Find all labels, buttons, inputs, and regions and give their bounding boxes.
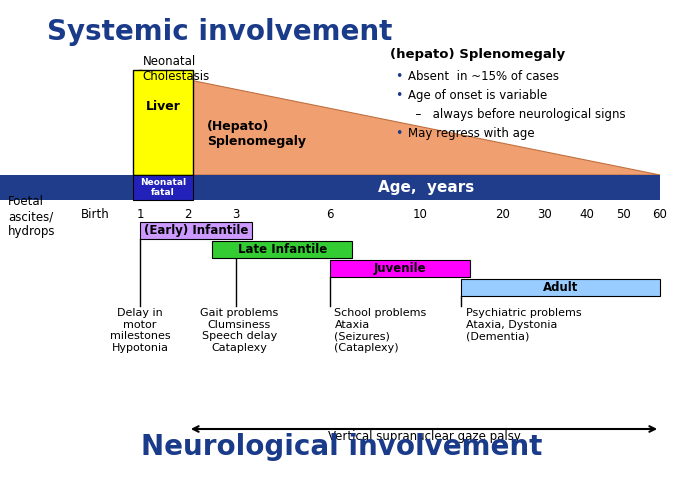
Text: 3: 3 (232, 208, 240, 221)
Text: 50: 50 (616, 208, 632, 221)
Text: •: • (395, 89, 402, 102)
Text: 2: 2 (184, 208, 192, 221)
Text: 30: 30 (538, 208, 552, 221)
Bar (330, 260, 470, 277)
Text: Foetal
ascites/
hydrops: Foetal ascites/ hydrops (8, 195, 55, 238)
Bar (462, 279, 660, 296)
Text: Neurological involvement: Neurological involvement (141, 433, 543, 461)
Bar (212, 241, 353, 258)
Text: Neonatal
Cholestasis: Neonatal Cholestasis (142, 55, 210, 83)
Text: (Hepato)
Splenomegaly: (Hepato) Splenomegaly (207, 120, 306, 148)
Text: (Early) Infantile: (Early) Infantile (144, 224, 248, 237)
Text: Absent  in ~15% of cases: Absent in ~15% of cases (408, 70, 559, 83)
Text: Adult: Adult (543, 281, 578, 294)
Text: –   always before neurological signs: – always before neurological signs (408, 108, 625, 121)
Text: Age of onset is variable: Age of onset is variable (408, 89, 547, 102)
Text: Psychiatric problems
Ataxia, Dystonia
(Dementia): Psychiatric problems Ataxia, Dystonia (D… (466, 308, 582, 341)
Text: 6: 6 (326, 208, 334, 221)
Bar (134, 70, 192, 175)
Text: Age,  years: Age, years (378, 180, 475, 195)
Text: 10: 10 (412, 208, 427, 221)
Polygon shape (140, 70, 660, 175)
Text: Vertical supranuclear gaze palsy: Vertical supranuclear gaze palsy (327, 430, 521, 443)
Bar (0, 175, 134, 200)
Text: Liver: Liver (146, 100, 180, 113)
Text: 1: 1 (136, 208, 144, 221)
Text: Juvenile: Juvenile (373, 262, 426, 275)
Text: •: • (395, 70, 402, 83)
Text: Birth: Birth (81, 208, 110, 221)
Bar (140, 222, 251, 239)
Text: (hepato) Splenomegaly: (hepato) Splenomegaly (390, 48, 565, 61)
Text: 40: 40 (580, 208, 595, 221)
Text: Neonatal
fatal: Neonatal fatal (140, 178, 186, 197)
Text: Systemic involvement: Systemic involvement (47, 18, 393, 46)
Text: 60: 60 (653, 208, 667, 221)
Bar (192, 175, 660, 200)
Text: Delay in
motor
milestones
Hypotonia: Delay in motor milestones Hypotonia (110, 308, 171, 353)
Text: May regress with age: May regress with age (408, 127, 534, 140)
Text: Gait problems
Clumsiness
Speech delay
Cataplexy: Gait problems Clumsiness Speech delay Ca… (200, 308, 278, 353)
Bar (134, 175, 192, 200)
Text: Late Infantile: Late Infantile (238, 243, 327, 256)
Text: •: • (395, 127, 402, 140)
Text: School problems
Ataxia
(Seizures)
(Cataplexy): School problems Ataxia (Seizures) (Catap… (334, 308, 427, 353)
Text: 20: 20 (495, 208, 510, 221)
